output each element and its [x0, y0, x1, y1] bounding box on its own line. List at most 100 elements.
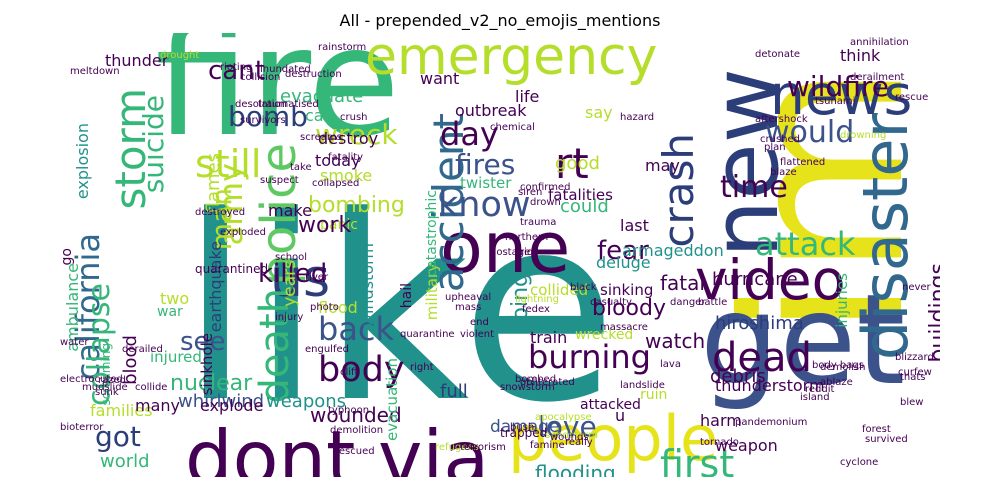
cloud-word: wrecked — [575, 327, 634, 343]
cloud-word: battle — [698, 297, 728, 308]
cloud-word: drowning — [840, 130, 887, 141]
cloud-word: cyclone — [840, 457, 879, 468]
cloud-word: life — [515, 87, 540, 106]
cloud-word: end — [470, 317, 489, 328]
cloud-word: good — [555, 153, 600, 174]
cloud-word: terrorism — [460, 442, 506, 453]
cloud-word: massacre — [600, 322, 648, 333]
cloud-word: water — [60, 337, 89, 348]
cloud-word: windstorm — [358, 243, 377, 328]
cloud-word: plan — [764, 142, 786, 153]
cloud-word: destroy — [318, 129, 379, 148]
cloud-word: suspect — [260, 175, 299, 186]
cloud-word: train — [530, 328, 568, 347]
cloud-word: desolation — [235, 99, 287, 110]
cloud-word: injury — [275, 312, 304, 323]
cloud-word: say — [585, 103, 613, 122]
cloud-word: full — [440, 381, 468, 402]
cloud-word: collision — [240, 72, 281, 83]
cloud-word: crushed — [760, 134, 800, 145]
cloud-word: dont — [185, 414, 356, 478]
cloud-word: first — [660, 442, 735, 477]
cloud-word: forest — [862, 424, 891, 435]
cloud-word: attacked — [580, 397, 641, 413]
cloud-word: electrocuted — [60, 374, 123, 385]
cloud-word: typhoon — [328, 405, 370, 416]
cloud-word: reddit — [805, 384, 835, 395]
cloud-word: ablaze — [820, 377, 853, 388]
cloud-word: fatality — [328, 152, 364, 163]
cloud-word: could — [560, 196, 609, 217]
cloud-word: collide — [135, 382, 168, 393]
cloud-word: today — [315, 151, 361, 170]
cloud-word: fatalities — [548, 186, 613, 204]
cloud-word: suicide — [137, 95, 170, 194]
cloud-word: sinking — [600, 281, 654, 299]
cloud-word: casualty — [590, 297, 632, 308]
cloud-word: emergency — [365, 33, 658, 87]
cloud-word: families — [90, 401, 153, 420]
cloud-word: fatal — [660, 271, 705, 295]
cloud-word: years — [280, 260, 300, 307]
cloud-word: bombed — [515, 374, 557, 385]
cloud-word: danger — [670, 297, 706, 308]
cloud-word: hazard — [620, 112, 655, 123]
cloud-word: bombing — [308, 193, 405, 218]
cloud-word: know — [438, 185, 531, 225]
cloud-word: detonate — [755, 49, 801, 60]
cloud-word: weapons — [266, 391, 347, 412]
cloud-word: survived — [865, 434, 908, 445]
cloud-word: hail — [399, 283, 415, 309]
cloud-word: razed — [98, 375, 126, 386]
cloud-word: tornado — [700, 437, 739, 448]
cloud-word: wounds — [550, 432, 589, 443]
cloud-word: think — [840, 46, 881, 65]
cloud-word: inundated — [260, 64, 311, 75]
cloud-word: see — [180, 327, 226, 357]
cloud-word: landslide — [620, 380, 665, 391]
cloud-word: violent — [460, 329, 495, 340]
cloud-word: panic — [320, 217, 358, 233]
cloud-word: northern — [505, 232, 549, 243]
cloud-word: video — [695, 248, 846, 312]
cloud-word: demolish — [820, 362, 866, 373]
cloud-word: cant — [208, 56, 265, 86]
cloud-word: outbreak — [455, 101, 527, 120]
cloud-word: thats — [900, 372, 926, 383]
cloud-word: drown — [530, 197, 561, 208]
cloud-word: body — [318, 350, 405, 390]
cloud-word: riot — [520, 247, 537, 258]
cloud-word: survivors — [240, 115, 286, 126]
cloud-word: news — [770, 63, 913, 127]
cloud-word: aftershock — [755, 114, 808, 125]
cloud-word: two — [160, 289, 190, 308]
cloud-word: ruin — [640, 387, 668, 403]
cloud-word: school — [275, 252, 308, 263]
cloud-word: burning — [528, 338, 651, 376]
cloud-word: destruction — [285, 69, 342, 80]
cloud-word: dead — [712, 335, 812, 381]
cloud-word: rainstorm — [318, 42, 367, 53]
cloud-word: car — [305, 106, 331, 125]
cloud-word: still — [195, 142, 262, 186]
cloud-word: mass — [455, 302, 482, 313]
cloud-word: destroyed — [195, 207, 246, 218]
cloud-word: go — [60, 248, 75, 266]
cloud-word: rescued — [335, 446, 375, 457]
cloud-word: upheaval — [445, 292, 492, 303]
cloud-word: buildings — [926, 263, 940, 363]
cloud-word: refugees — [435, 442, 479, 453]
cloud-word: rioting — [220, 62, 253, 73]
cloud-word: injuries — [833, 273, 851, 328]
cloud-word: demolition — [330, 425, 384, 436]
cloud-word: derailed — [122, 344, 163, 355]
cloud-word: trauma — [520, 217, 557, 228]
cloud-word: never — [902, 282, 931, 293]
cloud-word: quarantined — [195, 262, 269, 276]
cloud-word: smoke — [320, 166, 373, 185]
cloud-word: hiroshima — [715, 313, 804, 334]
cloud-word: lava — [660, 359, 681, 370]
cloud-word: exploded — [220, 227, 266, 238]
cloud-word: river — [305, 272, 329, 283]
cloud-word: earthquake — [206, 241, 225, 333]
